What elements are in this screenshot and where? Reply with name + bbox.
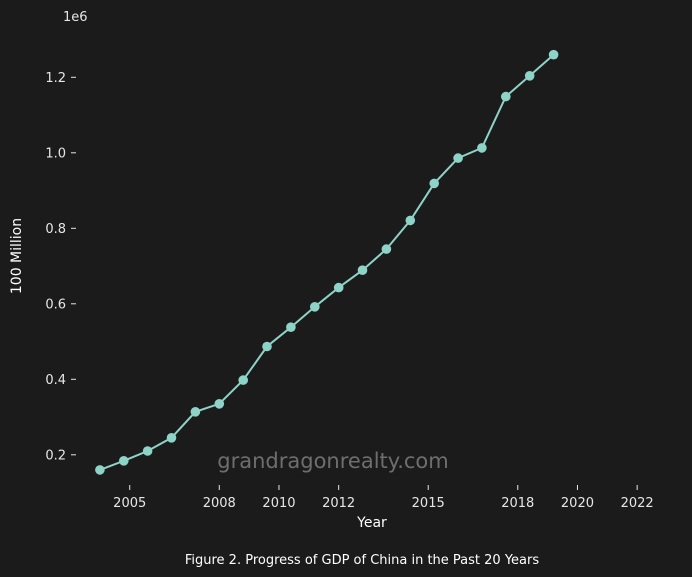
data-point <box>190 407 201 417</box>
data-point <box>310 302 320 312</box>
y-tick-label: 0.2 <box>45 448 66 463</box>
data-point <box>405 215 416 226</box>
data-point <box>238 375 248 385</box>
x-tick-label: 2010 <box>262 496 295 511</box>
x-tick-label: 2022 <box>621 496 654 511</box>
x-tick-label: 2012 <box>322 496 355 511</box>
x-axis-label: Year <box>356 515 387 531</box>
data-point <box>214 399 225 409</box>
data-point <box>524 71 535 81</box>
data-point <box>477 143 487 153</box>
data-point <box>381 244 392 254</box>
y-axis-label: 100 Million <box>9 218 25 294</box>
data-point <box>286 322 296 333</box>
y-tick-label: 1.0 <box>45 146 66 161</box>
y-tick-label: 0.4 <box>45 373 66 388</box>
data-point <box>262 341 272 352</box>
figure-caption: Figure 2. Progress of GDP of China in th… <box>185 553 539 568</box>
x-tick-label: 2015 <box>412 496 445 511</box>
data-point <box>501 91 511 102</box>
x-tick-label: 2008 <box>203 496 236 511</box>
y-tick-label: 0.8 <box>45 222 66 237</box>
data-point <box>548 49 559 60</box>
data-point <box>142 446 153 456</box>
data-point <box>119 456 129 466</box>
y-offset-text: 1e6 <box>63 10 88 25</box>
y-tick-label: 0.6 <box>45 297 66 312</box>
x-tick-label: 2020 <box>561 496 594 511</box>
data-point <box>357 265 368 276</box>
watermark-text: grandragonrealty.com <box>217 449 448 473</box>
x-tick-label: 2005 <box>113 496 146 511</box>
x-tick-label: 2018 <box>501 496 534 511</box>
data-point <box>453 153 463 163</box>
y-tick-label: 1.2 <box>45 71 66 86</box>
data-point <box>333 282 344 293</box>
data-point <box>166 433 177 443</box>
data-point <box>95 465 105 475</box>
data-point <box>429 178 440 189</box>
